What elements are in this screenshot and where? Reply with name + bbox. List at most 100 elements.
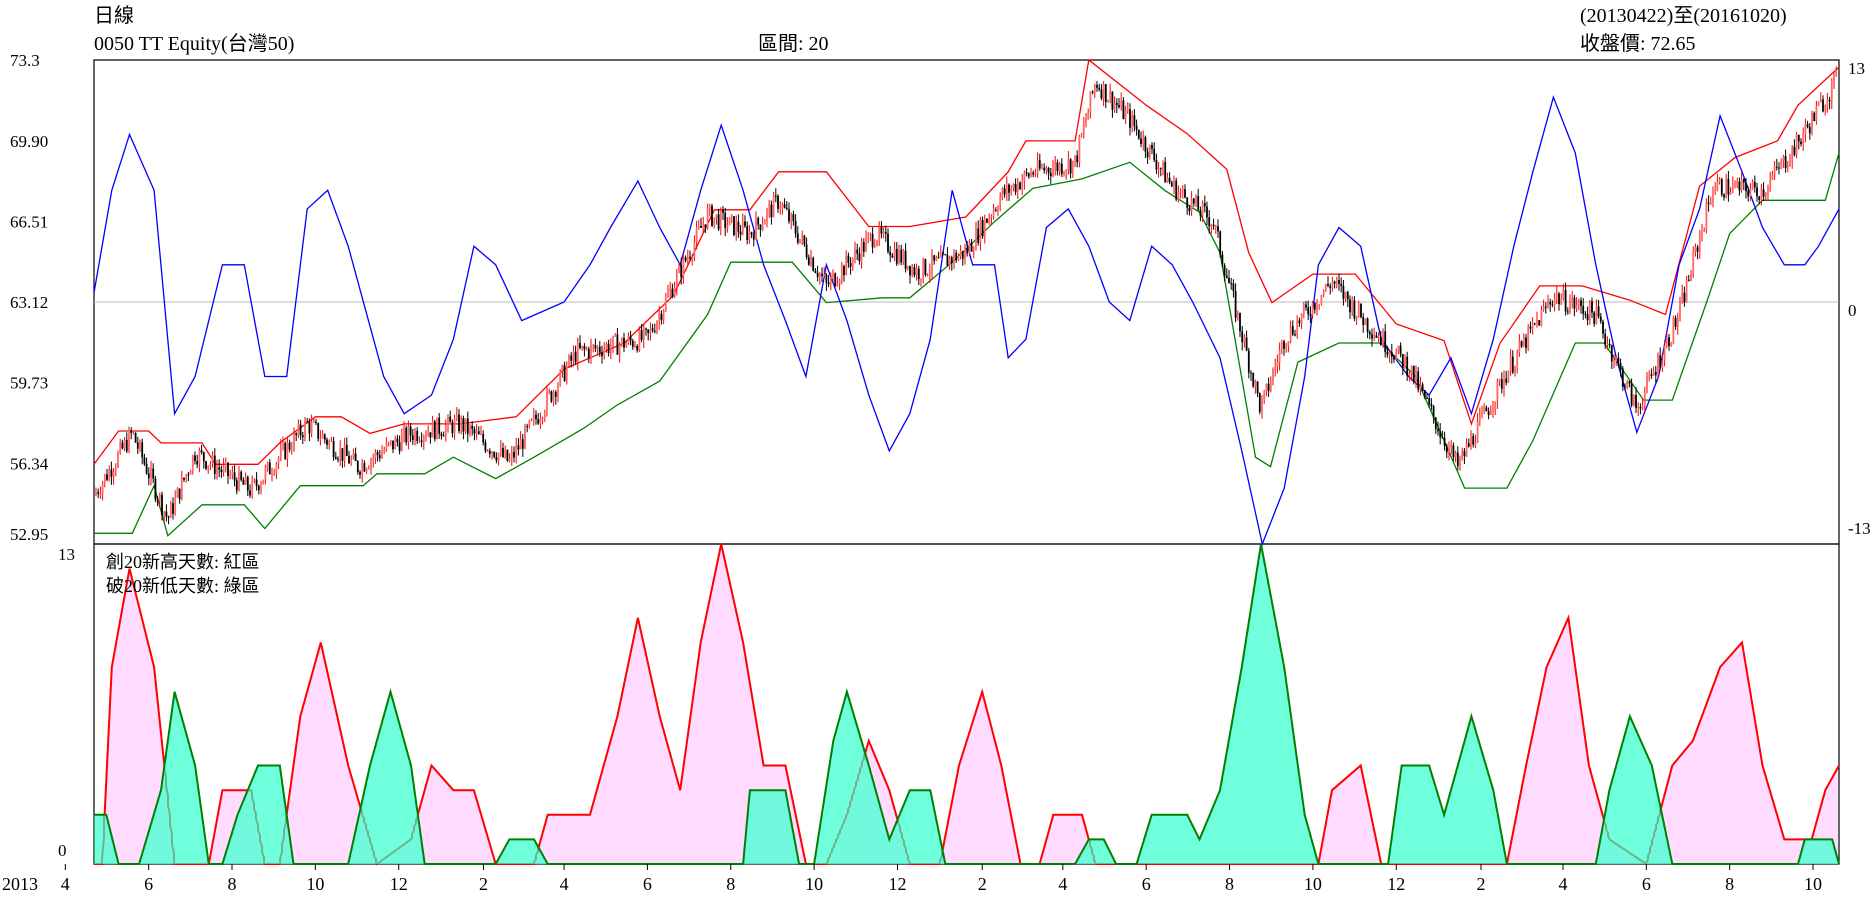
candle-body <box>719 210 722 230</box>
candle-body <box>1058 163 1061 172</box>
candle-body <box>475 431 478 434</box>
candle-body <box>378 455 381 459</box>
security-name: 0050 TT Equity(台灣50) <box>94 32 294 55</box>
candle-body <box>372 457 375 461</box>
candle-body <box>801 235 804 240</box>
candle-body <box>389 440 392 443</box>
candle-body <box>972 249 975 252</box>
candle-body <box>1109 91 1112 101</box>
candle-body <box>1010 188 1013 193</box>
candle-body <box>1731 184 1734 192</box>
candle-body <box>418 440 421 442</box>
candle-body <box>1320 294 1323 304</box>
candle-body <box>909 265 911 276</box>
candle-body <box>1045 168 1048 171</box>
candle-body <box>1580 300 1582 307</box>
candle-body <box>660 313 663 321</box>
candle-body <box>1800 141 1802 145</box>
candle-body <box>642 328 645 340</box>
candle-body <box>1175 180 1178 200</box>
candle-body <box>495 457 498 461</box>
candle-body <box>957 255 960 261</box>
candle-body <box>455 414 458 420</box>
candle-body <box>513 451 515 458</box>
candle-body <box>1036 160 1039 174</box>
candle-body <box>1780 160 1783 169</box>
candle-body <box>1122 100 1125 119</box>
candle-body <box>1144 137 1147 152</box>
candle-body <box>409 426 412 436</box>
candle-body <box>1421 384 1424 391</box>
candle-body <box>612 335 614 347</box>
candle-body <box>165 511 168 517</box>
candle-body <box>1569 302 1571 312</box>
candle-body <box>1377 336 1380 338</box>
candle-body <box>1269 381 1272 391</box>
candle-body <box>1749 189 1752 197</box>
candle-body <box>757 217 760 225</box>
candle-body <box>1247 350 1250 373</box>
candle-body <box>752 234 755 240</box>
candle-body <box>198 450 201 465</box>
candle-body <box>1657 355 1659 376</box>
candle-body <box>884 231 887 234</box>
candle-body <box>651 328 654 331</box>
candle-body <box>862 242 865 252</box>
candle-body <box>946 254 949 266</box>
candle-body <box>737 221 740 232</box>
candle-body <box>1828 99 1831 102</box>
candle-body <box>317 423 320 439</box>
candle-body <box>675 272 678 288</box>
candle-body <box>145 463 148 474</box>
candle-body <box>1481 412 1483 415</box>
candle-body <box>253 479 256 481</box>
candle-body <box>301 435 304 438</box>
candle-body <box>735 221 738 235</box>
candle-body <box>139 442 141 449</box>
candle-body <box>266 462 269 469</box>
candle-body <box>1287 341 1290 346</box>
candle-body <box>1357 303 1360 316</box>
candle-body <box>343 444 346 461</box>
candle-body <box>1364 318 1367 325</box>
candle-body <box>543 412 546 419</box>
candle-body <box>400 434 403 451</box>
candle-body <box>1214 226 1217 228</box>
candle-body <box>1593 312 1596 324</box>
candle-body <box>1630 383 1633 406</box>
candle-body <box>323 434 326 440</box>
price-tick-label: 73.3 <box>10 51 40 70</box>
candle-body <box>992 209 995 217</box>
candle-body <box>788 209 790 222</box>
candle-body <box>273 473 276 475</box>
candle-body <box>1071 160 1074 174</box>
candle-body <box>1789 161 1791 166</box>
candle-body <box>755 217 757 240</box>
candle-body <box>152 468 155 479</box>
candle-body <box>1111 91 1114 110</box>
candle-body <box>609 346 612 354</box>
candle-body <box>132 432 135 434</box>
candle-body <box>1615 357 1618 362</box>
candle-body <box>1419 384 1422 390</box>
candle-body <box>548 391 551 393</box>
candle-body <box>1525 337 1527 349</box>
candle-body <box>532 414 535 420</box>
candle-body <box>1703 229 1706 231</box>
candle-body <box>895 248 898 264</box>
candle-body <box>845 255 848 276</box>
candle-body <box>814 270 817 273</box>
candle-body <box>559 370 562 386</box>
candle-body <box>812 257 815 271</box>
candle-body <box>576 343 579 363</box>
candle-body <box>218 467 221 470</box>
candle-body <box>1544 306 1547 308</box>
price-tick-label: 69.90 <box>10 132 48 151</box>
candle-body <box>1177 191 1180 200</box>
candle-body <box>169 503 172 518</box>
x-tick-label: 6 <box>144 874 153 894</box>
candle-body <box>1586 314 1589 321</box>
candle-body <box>871 233 874 248</box>
candle-body <box>902 250 905 263</box>
candle-body <box>119 442 122 453</box>
